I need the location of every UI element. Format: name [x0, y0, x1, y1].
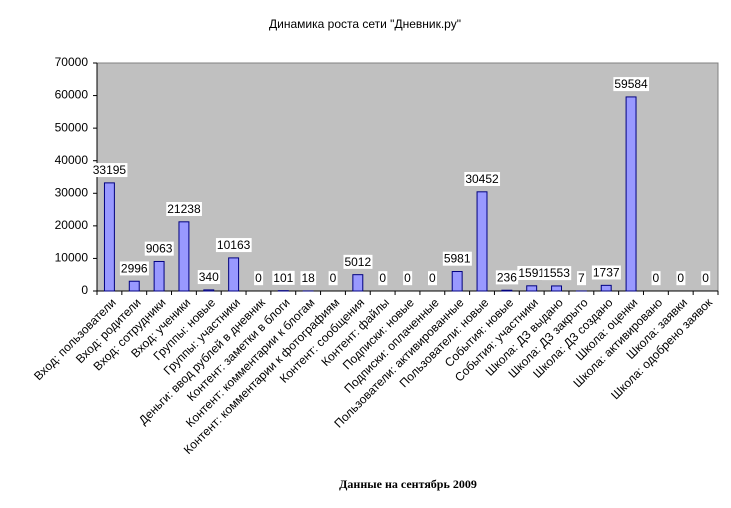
bar: [128, 280, 140, 292]
data-label: 0: [677, 271, 684, 285]
plot-area: [96, 62, 719, 292]
data-label: 0: [330, 271, 337, 285]
data-label: 33195: [93, 163, 127, 177]
data-label-background: [343, 254, 373, 269]
bar: [352, 274, 364, 292]
data-label-background: [403, 271, 413, 286]
bar: [451, 271, 463, 292]
data-label-background: [300, 271, 317, 286]
bar: [600, 284, 612, 292]
data-label-background: [254, 271, 264, 286]
data-label: 10163: [217, 238, 251, 252]
bar: [476, 191, 488, 292]
bar: [103, 182, 115, 292]
data-label: 236: [497, 270, 517, 284]
data-label-background: [272, 270, 295, 285]
data-label-background: [119, 261, 149, 276]
data-label-background: [378, 271, 388, 286]
bar: [501, 289, 513, 292]
bar: [551, 285, 563, 292]
data-label-background: [651, 271, 661, 286]
bar: [203, 289, 215, 292]
data-label: 30452: [465, 172, 499, 186]
y-tick-label: 10000: [55, 251, 89, 265]
data-label-background: [328, 271, 338, 286]
bar: [228, 257, 240, 292]
bar: [178, 221, 190, 292]
bar: [526, 285, 538, 292]
chart-title: Динамика роста сети "Дневник.ру": [269, 17, 461, 31]
data-label: 1553: [543, 266, 570, 280]
data-label-background: [591, 265, 621, 280]
data-label-background: [91, 163, 128, 178]
data-label: 0: [653, 271, 660, 285]
y-tick-label: 60000: [55, 88, 89, 102]
data-label: 1591: [518, 266, 545, 280]
data-label: 21238: [167, 202, 201, 216]
data-label: 0: [255, 271, 262, 285]
data-label-background: [442, 251, 472, 266]
data-label: 340: [199, 270, 219, 284]
data-label-background: [427, 271, 437, 286]
data-label: 18: [301, 271, 315, 285]
y-tick-label: 30000: [55, 185, 89, 199]
data-label: 0: [429, 271, 436, 285]
data-label: 0: [379, 271, 386, 285]
data-label: 5012: [344, 255, 371, 269]
data-label-background: [144, 241, 174, 256]
data-label-background: [517, 265, 547, 280]
y-tick-label: 70000: [55, 55, 89, 69]
data-label: 59584: [614, 77, 648, 91]
data-label-background: [197, 270, 221, 285]
data-label: 2996: [121, 261, 148, 275]
data-label: 0: [404, 271, 411, 285]
data-label: 9063: [146, 242, 173, 256]
data-label-background: [577, 271, 587, 286]
bar: [153, 260, 165, 292]
data-label: 0: [702, 271, 709, 285]
data-label: 7: [578, 271, 585, 285]
y-tick-label: 20000: [55, 218, 89, 232]
data-label-background: [166, 201, 202, 216]
data-label-background: [464, 171, 501, 186]
data-label-background: [613, 77, 650, 92]
data-label: 5981: [444, 252, 471, 266]
data-label-background: [495, 270, 519, 285]
data-label-background: [676, 271, 686, 286]
data-label: 101: [273, 271, 293, 285]
x-axis-title: Данные на сентябрь 2009: [339, 477, 477, 491]
y-tick-label: 50000: [55, 120, 89, 134]
bar: [625, 96, 637, 292]
y-tick-label: 0: [81, 283, 88, 297]
y-tick-label: 40000: [55, 153, 89, 167]
data-label-background: [215, 238, 252, 253]
data-label-background: [701, 271, 711, 286]
data-label-background: [542, 266, 572, 281]
data-label: 1737: [593, 266, 620, 280]
